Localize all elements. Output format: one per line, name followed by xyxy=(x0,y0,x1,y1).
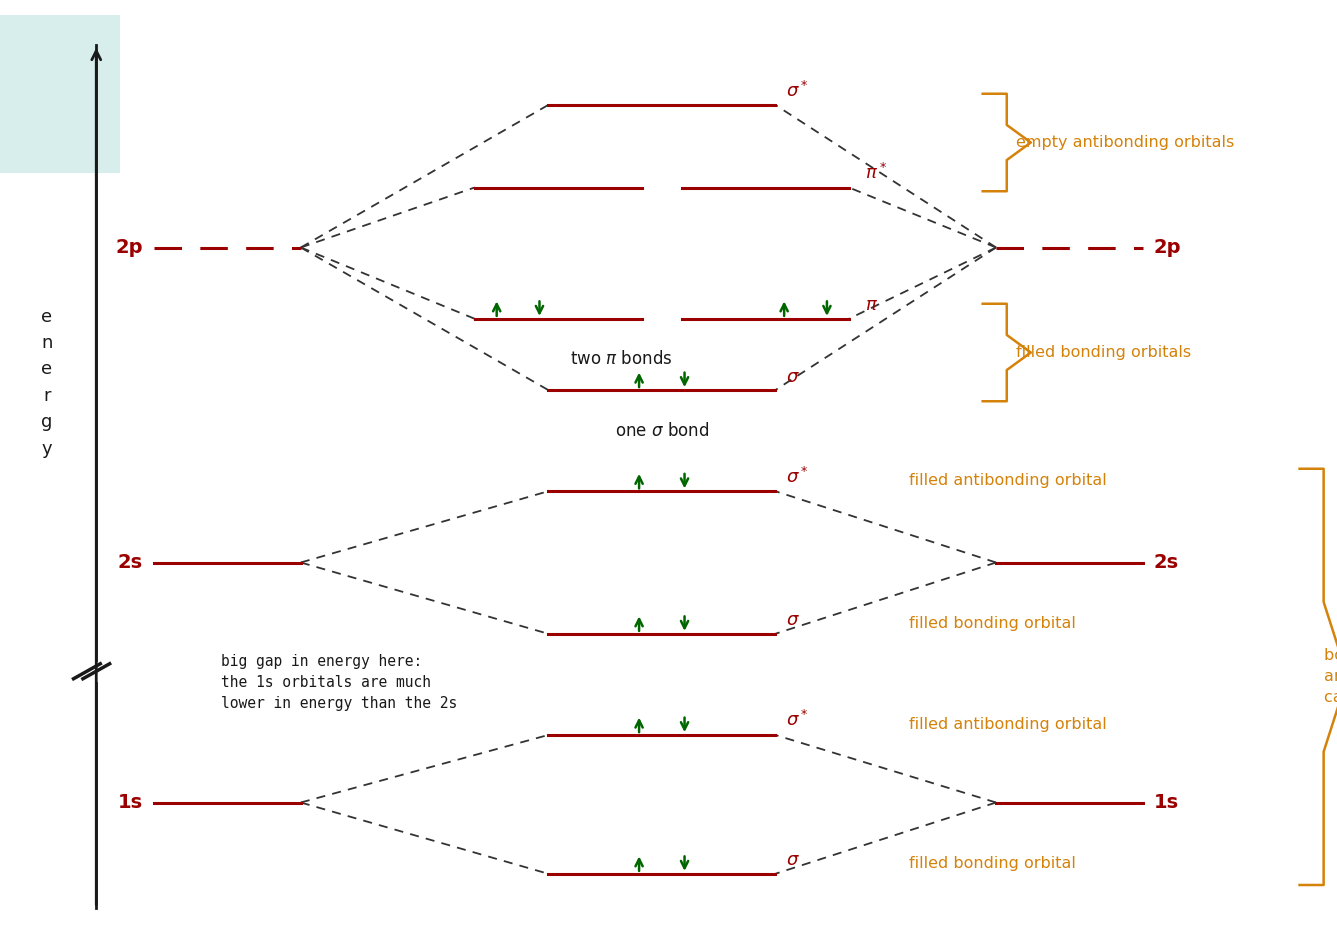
Text: filled bonding orbitals: filled bonding orbitals xyxy=(1016,345,1191,360)
Text: $\sigma^*$: $\sigma^*$ xyxy=(786,467,809,486)
Text: bonding and
antibonding
cancel out: bonding and antibonding cancel out xyxy=(1324,648,1337,705)
Text: 2p: 2p xyxy=(115,238,143,257)
Text: $\sigma$: $\sigma$ xyxy=(786,851,800,870)
Text: $\sigma$: $\sigma$ xyxy=(786,367,800,386)
Text: $\pi^*$: $\pi^*$ xyxy=(865,163,886,183)
Text: $\pi$: $\pi$ xyxy=(865,297,878,314)
Text: two $\pi$ bonds: two $\pi$ bonds xyxy=(571,351,673,368)
Text: 1s: 1s xyxy=(1154,793,1179,812)
Text: $\sigma^*$: $\sigma^*$ xyxy=(786,711,809,730)
Text: empty antibonding orbitals: empty antibonding orbitals xyxy=(1016,135,1234,150)
Text: 2p: 2p xyxy=(1154,238,1182,257)
Text: filled bonding orbital: filled bonding orbital xyxy=(909,856,1076,870)
Text: 1s: 1s xyxy=(118,793,143,812)
Text: filled antibonding orbital: filled antibonding orbital xyxy=(909,473,1107,488)
Text: 2s: 2s xyxy=(118,553,143,572)
Text: filled bonding orbital: filled bonding orbital xyxy=(909,616,1076,631)
Text: e
n
e
r
g
y: e n e r g y xyxy=(41,308,52,458)
Text: $\sigma^*$: $\sigma^*$ xyxy=(786,80,809,100)
Text: filled antibonding orbital: filled antibonding orbital xyxy=(909,717,1107,732)
Text: $\sigma$: $\sigma$ xyxy=(786,611,800,630)
Text: big gap in energy here:
the 1s orbitals are much
lower in energy than the 2s: big gap in energy here: the 1s orbitals … xyxy=(221,654,457,711)
Text: 2s: 2s xyxy=(1154,553,1179,572)
FancyBboxPatch shape xyxy=(0,15,120,172)
Text: one $\sigma$ bond: one $\sigma$ bond xyxy=(615,421,709,440)
